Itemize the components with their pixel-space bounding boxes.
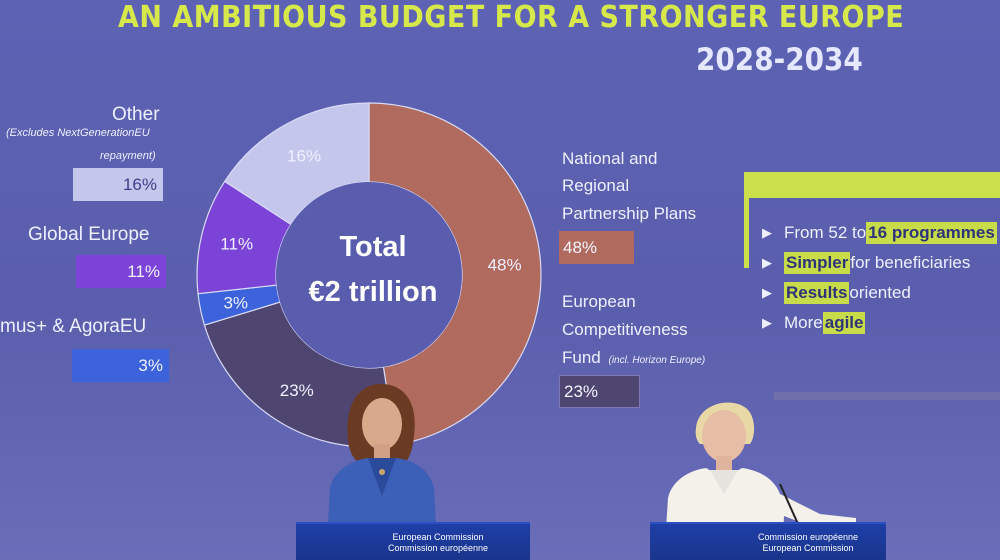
bullet-list: ▶ From 52 to 16 programmes ▶ Simpler for… <box>762 218 997 338</box>
legend-ecf-line1: European <box>562 292 636 311</box>
legend-other-label: Other <box>112 104 160 125</box>
legend-ecf-line3: Fund (incl. Horizon Europe) <box>562 348 705 368</box>
podium-right-line2: European Commission <box>762 543 854 553</box>
donut-center-value: €2 trillion <box>309 276 438 308</box>
donut-slice-label: 11% <box>220 235 253 254</box>
podium-left-line1: European Commission <box>392 532 484 542</box>
slide-years: 2028-2034 <box>696 42 863 78</box>
legend-erasmus-label: mus+ & AgoraEU <box>0 316 147 337</box>
triangle-bullet-icon: ▶ <box>762 225 772 240</box>
legend-ecf-fund: Fund <box>562 348 601 367</box>
donut-slice-label: 3% <box>223 293 248 312</box>
highlight-bracket <box>744 172 1000 268</box>
triangle-bullet-icon: ▶ <box>762 315 772 330</box>
legend-national-line3: Partnership Plans <box>562 204 697 223</box>
bullet-highlight: Simpler <box>784 252 851 274</box>
podium-left-text: European Commission Commission européenn… <box>388 532 488 554</box>
bullet-highlight: agile <box>822 312 866 334</box>
donut-slice-label: 23% <box>280 381 314 400</box>
faint-divider <box>774 392 1000 400</box>
bullet-pre: More <box>784 313 823 332</box>
donut-slice-label: 48% <box>488 255 522 274</box>
triangle-bullet-icon: ▶ <box>762 255 772 270</box>
podium-right: Commission européenne European Commissio… <box>650 522 886 560</box>
bullet-item: ▶ From 52 to 16 programmes <box>762 218 997 248</box>
legend-national-line2: Regional <box>562 176 630 195</box>
legend-national-swatch: 48% <box>559 231 634 264</box>
bullet-item: ▶ More agile <box>762 308 997 338</box>
bullet-post: for beneficiaries <box>850 253 971 272</box>
legend-national-line1: National and <box>562 149 658 168</box>
legend-other-note-2: repayment) <box>100 150 156 162</box>
legend-global-swatch: 11% <box>76 255 166 288</box>
bullet-highlight: Results <box>784 282 850 304</box>
legend-other-value: 16% <box>122 174 157 194</box>
legend-ecf-value: 23% <box>564 381 599 401</box>
podium-left: European Commission Commission européenn… <box>296 522 530 560</box>
legend-global-value: 11% <box>127 261 160 281</box>
legend-erasmus-swatch: 3% <box>72 349 169 382</box>
legend-other-note-1: (Excludes NextGenerationEU <box>6 127 150 139</box>
podium-left-line2: Commission européenne <box>388 543 489 553</box>
budget-donut-chart: Total €2 trillion 48% 23% 3% 11% 16% <box>196 102 542 448</box>
podium-right-text: Commission européenne European Commissio… <box>758 532 858 554</box>
legend-ecf-swatch: 23% <box>559 375 640 408</box>
bullet-highlight: 16 programmes <box>866 222 997 244</box>
donut-slice-label: 16% <box>287 146 321 165</box>
legend-global-label: Global Europe <box>28 224 150 245</box>
bullet-item: ▶ Results oriented <box>762 278 997 308</box>
slide-title: AN AMBITIOUS BUDGET FOR A STRONGER EUROP… <box>118 0 905 35</box>
bullet-pre: From 52 to <box>784 223 867 242</box>
triangle-bullet-icon: ▶ <box>762 285 772 300</box>
podium-right-line1: Commission européenne <box>758 532 859 542</box>
legend-ecf-note: (incl. Horizon Europe) <box>608 355 706 366</box>
donut-hole <box>276 182 462 368</box>
legend-erasmus-value: 3% <box>138 355 163 375</box>
bullet-post: oriented <box>849 283 911 302</box>
donut-center-label: Total <box>339 231 406 263</box>
legend-national-value: 48% <box>563 237 598 257</box>
bullet-item: ▶ Simpler for beneficiaries <box>762 248 997 278</box>
legend-ecf-line2: Competitiveness <box>562 320 688 339</box>
legend-other-swatch: 16% <box>73 168 163 201</box>
